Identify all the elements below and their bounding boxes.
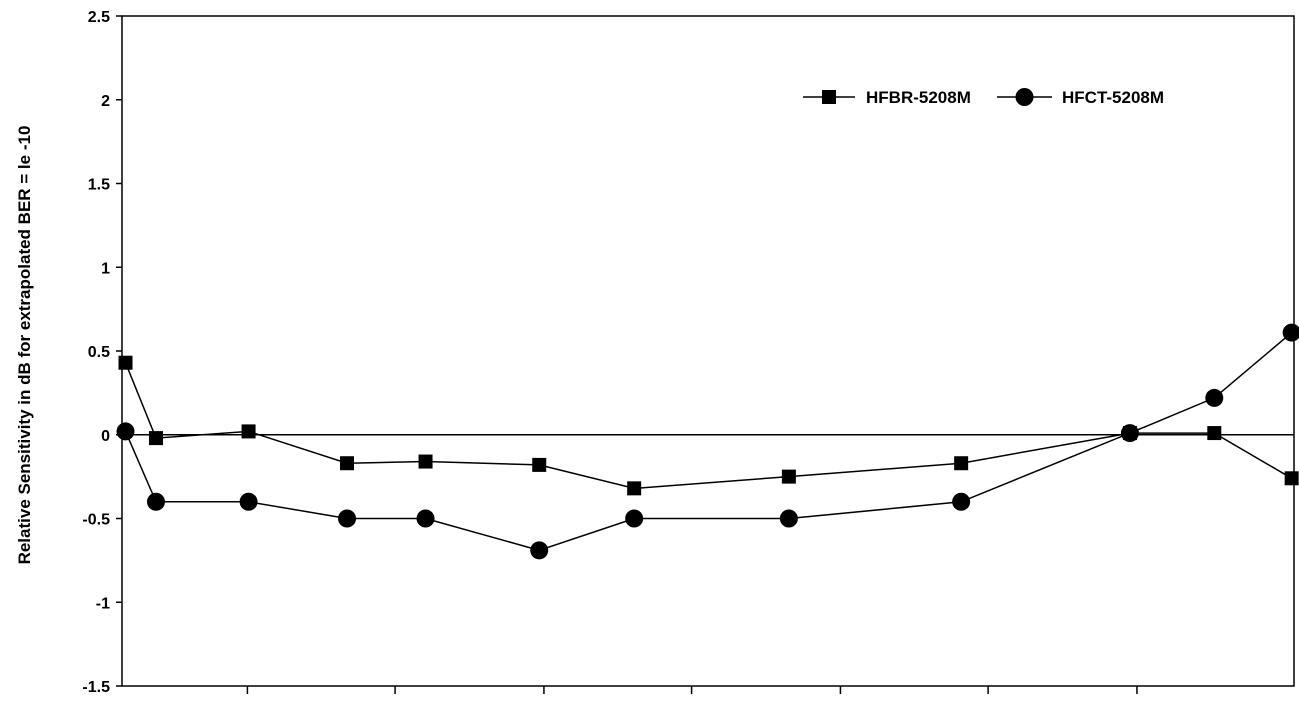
y-tick-label: -1.5	[82, 679, 110, 696]
series-hfct-5208m	[116, 323, 1299, 560]
data-point	[146, 492, 165, 511]
legend-label: HFCT-5208M	[1062, 88, 1164, 107]
data-point	[625, 509, 644, 528]
legend: HFBR-5208M HFCT-5208M	[803, 88, 1164, 107]
y-axis: 2.5 2 1.5 1 0.5 0 -0.5 -1 -1.5	[82, 9, 122, 696]
y-tick-label: 2.5	[88, 9, 110, 26]
y-tick-label: 0	[101, 428, 110, 445]
legend-marker	[1015, 88, 1034, 106]
data-point	[952, 492, 971, 511]
data-point	[418, 454, 433, 469]
data-point	[1205, 388, 1224, 407]
y-tick-label: 1	[101, 260, 110, 277]
data-point	[239, 492, 258, 511]
data-point	[1120, 424, 1139, 443]
plot-area	[121, 15, 1295, 687]
y-tick-label: -0.5	[82, 512, 110, 529]
y-tick-label: 1.5	[88, 177, 110, 194]
y-tick-label: 0.5	[88, 344, 110, 361]
plot-frame	[121, 15, 1295, 687]
data-point	[1207, 426, 1222, 441]
data-point	[338, 509, 357, 528]
data-point	[1282, 323, 1299, 342]
data-point	[241, 424, 256, 439]
data-point	[781, 469, 796, 484]
series-hfbr-5208m	[118, 355, 1299, 496]
series-line	[124, 362, 1293, 490]
y-axis-label: Relative Sensitivity in dB for extrapola…	[15, 126, 34, 565]
data-point	[340, 456, 355, 471]
legend-item: HFBR-5208M	[803, 88, 971, 107]
data-point	[416, 509, 435, 528]
data-point	[532, 457, 547, 472]
data-point	[627, 481, 642, 496]
data-point	[1284, 471, 1299, 486]
legend-item: HFCT-5208M	[997, 88, 1164, 107]
legend-marker	[822, 90, 836, 104]
y-tick-label: -1	[96, 595, 110, 612]
data-point	[118, 355, 133, 370]
series-line	[124, 332, 1293, 552]
data-point	[779, 509, 798, 528]
data-point	[148, 431, 163, 446]
data-point	[530, 541, 549, 560]
data-point	[954, 456, 969, 471]
series-layer	[116, 323, 1299, 560]
y-tick-label: 2	[101, 93, 110, 110]
data-point	[116, 422, 135, 441]
legend-label: HFBR-5208M	[866, 88, 971, 107]
x-axis	[246, 686, 1138, 694]
